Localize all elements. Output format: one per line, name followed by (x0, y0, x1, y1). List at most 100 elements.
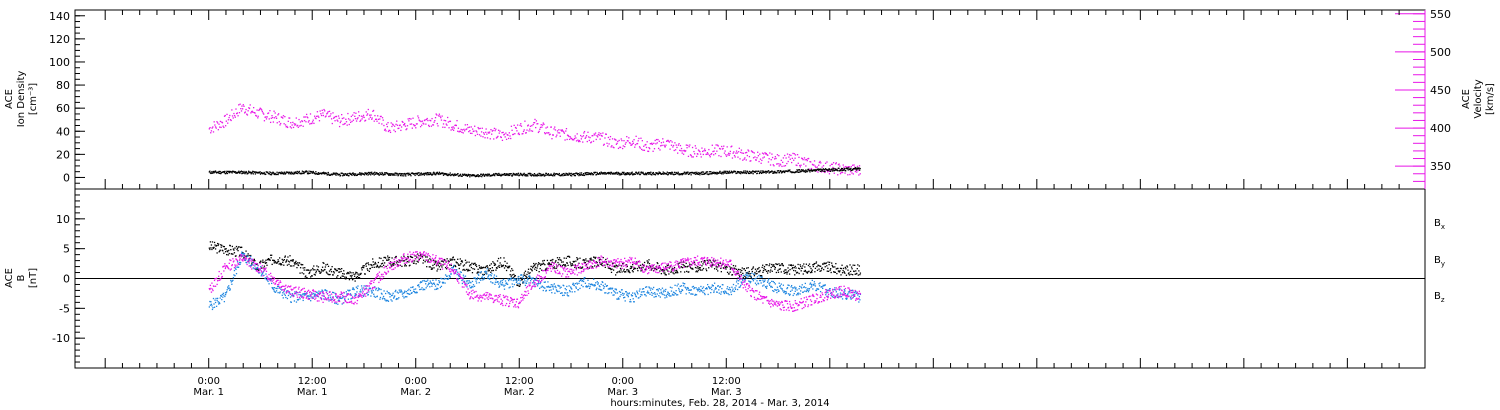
velocity-point (466, 124, 469, 126)
by-point (316, 295, 319, 297)
velocity-point (495, 128, 497, 130)
bx-point (762, 264, 764, 266)
by-point (233, 269, 236, 272)
density-point (778, 171, 781, 174)
density-point (782, 170, 785, 172)
density-point (301, 170, 304, 172)
bx-point (783, 270, 785, 272)
bx-point (388, 256, 391, 259)
velocity-point (294, 124, 296, 126)
velocity-point (408, 117, 411, 120)
velocity-point (805, 165, 807, 167)
velocity-point (608, 143, 610, 145)
density-point (523, 173, 525, 176)
density-point (389, 173, 391, 175)
bx-point (665, 274, 667, 276)
bfield-ytick-label: -5 (59, 302, 70, 315)
bx-point (539, 267, 541, 270)
bx-point (536, 265, 539, 267)
velocity-point (786, 162, 788, 165)
bx-point (345, 278, 347, 280)
by-point (352, 287, 354, 289)
density-point (503, 172, 506, 175)
bx-point (444, 266, 447, 269)
bx-point (472, 268, 474, 270)
bx-point (537, 263, 539, 266)
velocity-point (606, 142, 608, 144)
velocity-point (445, 123, 447, 125)
bx-point (545, 268, 547, 270)
velocity-point (468, 126, 471, 128)
by-point (713, 282, 716, 284)
bx-point (490, 263, 492, 265)
velocity-point (355, 120, 358, 122)
velocity-point (398, 124, 401, 127)
bx-point (357, 276, 360, 279)
bx-point (628, 271, 630, 273)
velocity-point (710, 153, 712, 156)
by-point (272, 287, 274, 289)
by-point (306, 292, 308, 294)
density-point (467, 173, 470, 176)
density-point (496, 174, 498, 176)
density-point (271, 172, 274, 174)
by-point (476, 277, 479, 279)
density-point (428, 171, 430, 174)
bx-point (697, 269, 699, 271)
velocity-point (480, 131, 483, 133)
velocity-point (580, 134, 582, 137)
by-point (722, 290, 725, 293)
density-point (667, 174, 669, 176)
by-point (307, 295, 309, 297)
bx-point (310, 276, 312, 278)
bx-point (336, 269, 338, 272)
velocity-point (423, 119, 426, 122)
bx-point (341, 275, 343, 277)
density-point (818, 169, 820, 171)
density-point (831, 168, 833, 170)
bx-point (703, 261, 705, 263)
density-point (539, 173, 541, 175)
velocity-point (434, 119, 436, 122)
density-point (622, 171, 624, 174)
bx-point (752, 266, 755, 268)
density-point (426, 171, 429, 174)
density-point (644, 173, 646, 176)
velocity-point (417, 117, 420, 119)
velocity-point (492, 129, 494, 132)
velocity-point (739, 158, 741, 160)
by-point (699, 290, 701, 293)
by-point (641, 288, 644, 290)
bx-point (497, 257, 500, 260)
bx-point (478, 264, 480, 267)
velocity-point (565, 128, 568, 130)
velocity-point (595, 138, 597, 141)
velocity-point (655, 138, 658, 141)
by-point (706, 283, 709, 286)
by-point (519, 282, 521, 285)
by-point (438, 282, 441, 284)
by-point (776, 286, 779, 288)
bx-point (743, 268, 746, 270)
by-point (250, 264, 252, 267)
bx-point (729, 271, 731, 273)
velocity-point (301, 120, 303, 122)
density-point (701, 171, 704, 173)
velocity-point (335, 115, 337, 118)
velocity-point (250, 111, 253, 113)
density-point (798, 171, 800, 174)
bx-point (844, 266, 847, 269)
bx-point (558, 263, 560, 265)
density-point (819, 168, 821, 170)
density-point (609, 172, 611, 174)
velocity-point (229, 114, 231, 117)
density-point (391, 173, 394, 175)
velocity-point (804, 159, 806, 161)
by-point (468, 280, 470, 282)
velocity-point (485, 128, 487, 130)
by-point (444, 282, 446, 284)
bx-point (701, 265, 703, 267)
density-point (748, 172, 750, 175)
by-point (675, 294, 678, 296)
bx-point (854, 273, 856, 275)
